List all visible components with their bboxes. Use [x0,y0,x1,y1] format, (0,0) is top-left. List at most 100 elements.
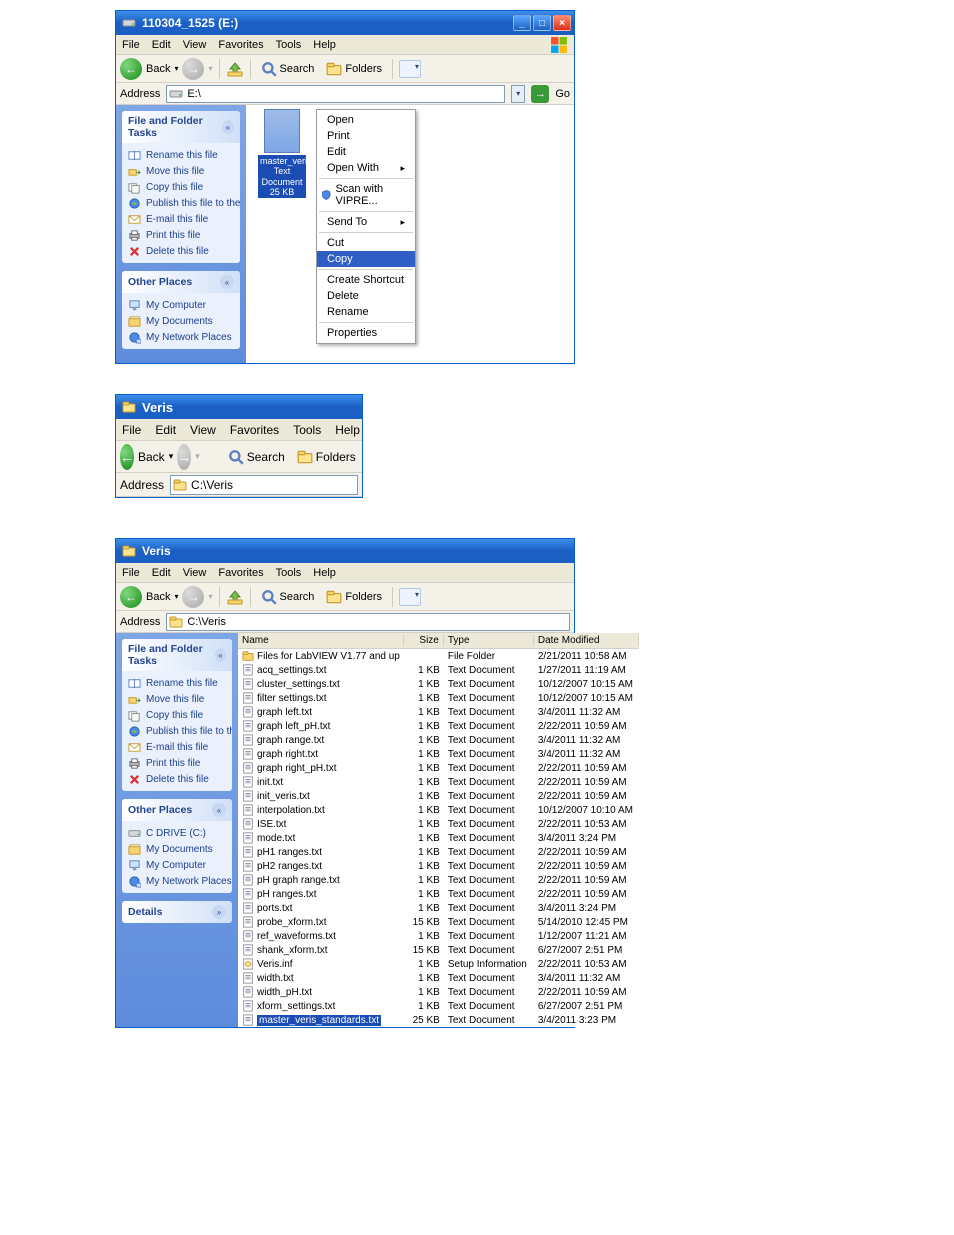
menu-edit[interactable]: Edit [155,423,176,437]
folders-button[interactable]: Folders [322,59,386,79]
menu-favorites[interactable]: Favorites [218,567,263,579]
back-dd[interactable]: ▾ [174,64,178,73]
expand-icon[interactable]: » [212,905,226,919]
task-item[interactable]: My Computer [128,857,226,873]
file-row[interactable]: graph right_pH.txt1 KBText Document2/22/… [238,761,639,775]
menu-view[interactable]: View [183,39,207,51]
up-icon[interactable] [226,588,244,606]
menu-file[interactable]: File [122,423,141,437]
search-button[interactable]: Search [257,587,319,607]
task-item[interactable]: Move this file [128,163,234,179]
file-row[interactable]: width.txt1 KBText Document3/4/2011 11:32… [238,971,639,985]
go-label[interactable]: Go [555,88,570,100]
maximize-button[interactable]: □ [533,15,551,31]
file-row[interactable]: probe_xform.txt15 KBText Document5/14/20… [238,915,639,929]
up-icon[interactable] [226,60,244,78]
task-item[interactable]: Delete this file [128,771,226,787]
menu-tools[interactable]: Tools [293,423,321,437]
places-head[interactable]: Other Places « [122,271,240,293]
menu-favorites[interactable]: Favorites [230,423,279,437]
menu-file[interactable]: File [122,39,140,51]
ctx-delete[interactable]: Delete [317,288,415,304]
file-row[interactable]: pH1 ranges.txt1 KBText Document2/22/2011… [238,845,639,859]
back-label[interactable]: Back [146,63,170,75]
collapse-icon[interactable]: « [220,275,234,289]
task-item[interactable]: C DRIVE (C:) [128,825,226,841]
col-size[interactable]: Size [404,635,444,646]
task-item[interactable]: Move this file [128,691,226,707]
places-head[interactable]: Other Places « [122,799,232,821]
file-row[interactable]: pH ranges.txt1 KBText Document2/22/2011 … [238,887,639,901]
file-row[interactable]: ISE.txt1 KBText Document2/22/2011 10:53 … [238,817,639,831]
task-item[interactable]: Rename this file [128,147,234,163]
file-row[interactable]: Files for LabVIEW V1.77 and upFile Folde… [238,649,639,663]
minimize-button[interactable]: _ [513,15,531,31]
file-row[interactable]: Veris.inf1 KBSetup Information2/22/2011 … [238,957,639,971]
file-row[interactable]: filter settings.txt1 KBText Document10/1… [238,691,639,705]
file-item-selected[interactable]: master_veris_standards.txt Text Document… [258,109,306,198]
file-row[interactable]: width_pH.txt1 KBText Document2/22/2011 1… [238,985,639,999]
menu-edit[interactable]: Edit [152,567,171,579]
ctx-edit[interactable]: Edit [317,144,415,160]
task-item[interactable]: Copy this file [128,179,234,195]
back-label[interactable]: Back [146,591,170,603]
collapse-icon[interactable]: « [215,648,226,662]
task-item[interactable]: My Computer [128,297,234,313]
content-area[interactable]: master_veris_standards.txt Text Document… [246,105,574,280]
menu-view[interactable]: View [190,423,216,437]
address-field[interactable]: C:\Veris [166,613,570,631]
menu-help[interactable]: Help [313,39,336,51]
ctx-print[interactable]: Print [317,128,415,144]
file-row[interactable]: graph left_pH.txt1 KBText Document2/22/2… [238,719,639,733]
task-item[interactable]: Print this file [128,227,234,243]
task-item[interactable]: Publish this file to the Web [128,195,234,211]
menu-tools[interactable]: Tools [276,39,302,51]
menu-view[interactable]: View [183,567,207,579]
col-type[interactable]: Type [444,635,534,646]
back-dd[interactable]: ▾ [174,592,178,601]
folders-button[interactable]: Folders [293,447,360,467]
views-button[interactable] [399,588,421,606]
file-row[interactable]: acq_settings.txt1 KBText Document1/27/20… [238,663,639,677]
file-row[interactable]: graph range.txt1 KBText Document3/4/2011… [238,733,639,747]
task-item[interactable]: My Network Places [128,329,234,345]
task-item[interactable]: E-mail this file [128,739,226,755]
task-item[interactable]: Publish this file to the Web [128,723,226,739]
task-item[interactable]: My Documents [128,841,226,857]
tasks-head[interactable]: File and Folder Tasks « [122,639,232,671]
menu-help[interactable]: Help [335,423,360,437]
menu-help[interactable]: Help [313,567,336,579]
tasks-head[interactable]: File and Folder Tasks « [122,111,240,143]
file-row[interactable]: init_veris.txt1 KBText Document2/22/2011… [238,789,639,803]
content-area[interactable]: Name Size Type Date Modified Files for L… [238,633,639,1027]
ctx-open-with[interactable]: Open With [317,160,415,176]
ctx-scan-with-vipre-[interactable]: Scan with VIPRE... [317,181,415,209]
column-headers[interactable]: Name Size Type Date Modified [238,633,639,649]
details-head[interactable]: Details » [122,901,232,923]
ctx-rename[interactable]: Rename [317,304,415,320]
back-button[interactable]: ← [120,444,134,470]
file-row[interactable]: ports.txt1 KBText Document3/4/2011 3:24 … [238,901,639,915]
file-row[interactable]: interpolation.txt1 KBText Document10/12/… [238,803,639,817]
menu-edit[interactable]: Edit [152,39,171,51]
go-button[interactable]: → [531,85,549,103]
task-item[interactable]: Delete this file [128,243,234,259]
ctx-copy[interactable]: Copy [317,251,415,267]
file-row[interactable]: mode.txt1 KBText Document3/4/2011 3:24 P… [238,831,639,845]
file-row[interactable]: graph right.txt1 KBText Document3/4/2011… [238,747,639,761]
back-label[interactable]: Back [138,450,165,464]
task-item[interactable]: My Network Places [128,873,226,889]
back-dd[interactable]: ▾ [169,451,174,462]
back-button[interactable]: ← [120,58,142,80]
address-field[interactable]: C:\Veris [170,475,358,495]
ctx-open[interactable]: Open [317,112,415,128]
search-button[interactable]: Search [257,59,319,79]
collapse-icon[interactable]: « [212,803,226,817]
collapse-icon[interactable]: « [222,120,234,134]
views-button[interactable] [399,60,421,78]
task-item[interactable]: E-mail this file [128,211,234,227]
file-row[interactable]: pH2 ranges.txt1 KBText Document2/22/2011… [238,859,639,873]
ctx-properties[interactable]: Properties [317,325,415,341]
col-name[interactable]: Name [238,635,404,646]
file-row[interactable]: shank_xform.txt15 KBText Document6/27/20… [238,943,639,957]
